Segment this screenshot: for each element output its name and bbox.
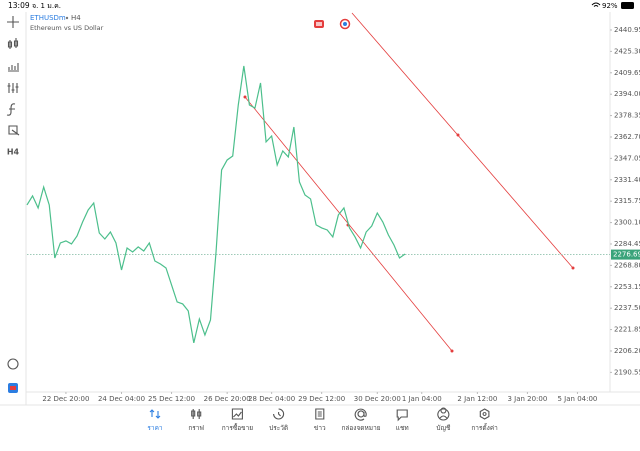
tab-icon[interactable]: [231, 408, 243, 420]
tab-icon[interactable]: [315, 408, 325, 420]
symbol-description: Ethereum vs US Dollar: [30, 24, 104, 32]
last-price-tag: [611, 249, 640, 260]
y-tick-label: 2331.40: [614, 176, 640, 184]
crosshair-tool[interactable]: [7, 16, 19, 28]
search-tool[interactable]: [7, 358, 19, 370]
y-tick-label: 2206.20: [614, 347, 640, 355]
tab-label[interactable]: กราฟ: [188, 424, 204, 432]
trend-point[interactable]: [456, 133, 460, 137]
x-tick-label: 26 Dec 20:00: [204, 395, 251, 403]
tab-icon[interactable]: [396, 409, 408, 422]
y-tick-label: 2300.10: [614, 219, 640, 227]
y-tick-label: 2425.30: [614, 47, 640, 55]
depth-button[interactable]: [339, 18, 351, 30]
y-tick-label: 2268.80: [614, 261, 640, 269]
depth-icon: [343, 22, 347, 26]
tab-bar: [149, 407, 490, 422]
status-battery: 92%: [602, 2, 618, 10]
y-tick-label: 2440.95: [614, 26, 640, 34]
last-price-label: 2276.69: [613, 251, 640, 259]
y-tick-label: 2284.45: [614, 240, 640, 248]
y-tick-label: 2253.15: [614, 283, 640, 291]
status-time: 13:09: [8, 1, 30, 10]
y-tick-label: 2378.35: [614, 112, 640, 120]
x-tick-label: 2 Jan 12:00: [457, 395, 497, 403]
indicators-tool[interactable]: [8, 63, 19, 72]
x-tick-label: 29 Dec 12:00: [298, 395, 345, 403]
tab-label[interactable]: ราคา: [147, 424, 162, 432]
y-tick-label: 2347.05: [614, 154, 640, 162]
tab-label[interactable]: บัญชี: [436, 424, 451, 432]
wifi-icon: [591, 2, 601, 7]
x-tick-label: 1 Jan 04:00: [402, 395, 442, 403]
settings-tool[interactable]: [7, 83, 19, 93]
tab-icon[interactable]: [479, 408, 490, 420]
y-tick-label: 2394.00: [614, 90, 640, 98]
y-tick-label: 2315.75: [614, 197, 640, 205]
trend-point[interactable]: [450, 349, 454, 353]
price-line: [26, 65, 406, 344]
tab-icon[interactable]: [273, 408, 285, 420]
tab-label[interactable]: แชท: [396, 424, 409, 432]
y-tick-label: 2190.55: [614, 368, 640, 376]
y-tick-label: 2221.85: [614, 326, 640, 334]
y-tick-label: 2362.70: [614, 133, 640, 141]
symbol: ETHUSDm: [30, 14, 66, 22]
tab-label[interactable]: ประวัติ: [269, 424, 288, 432]
period: H4: [71, 14, 81, 22]
y-tick-label: 2237.50: [614, 304, 640, 312]
x-tick-label: 3 Jan 20:00: [507, 395, 547, 403]
tab-icon[interactable]: [191, 409, 202, 419]
y-tick-label: 2409.65: [614, 69, 640, 77]
tab-label[interactable]: การซื้อขาย: [222, 423, 253, 432]
tab-icon[interactable]: [437, 407, 450, 421]
trend-point[interactable]: [571, 266, 575, 270]
x-tick-label: 5 Jan 04:00: [558, 395, 598, 403]
trend-line[interactable]: [351, 12, 574, 269]
one-click-icon: [316, 22, 322, 26]
tab-label[interactable]: การตั้งค่า: [471, 423, 498, 432]
x-tick-label: 28 Dec 04:00: [248, 395, 295, 403]
tab-icon[interactable]: [354, 408, 367, 421]
x-tick-label: 25 Dec 12:00: [148, 395, 195, 403]
function-tool[interactable]: [6, 103, 16, 116]
trade-button-icon: [10, 386, 16, 390]
timeframe-button[interactable]: H4: [7, 148, 20, 157]
tab-icon[interactable]: [149, 409, 161, 419]
x-tick-label: 24 Dec 04:00: [98, 395, 145, 403]
x-tick-label: 22 Dec 20:00: [42, 395, 89, 403]
toolbar: [6, 16, 20, 370]
battery-icon: [621, 2, 634, 9]
status-date: จ. 1 ม.ค.: [32, 2, 61, 10]
tab-label[interactable]: ข่าว: [314, 424, 326, 432]
tab-label[interactable]: กล่องจดหมาย: [341, 424, 380, 432]
x-tick-label: 30 Dec 20:00: [354, 395, 401, 403]
chart-type-tool[interactable]: [7, 38, 19, 49]
trend-point[interactable]: [243, 95, 247, 99]
separator-dot: [65, 16, 69, 20]
objects-tool[interactable]: [8, 125, 20, 136]
